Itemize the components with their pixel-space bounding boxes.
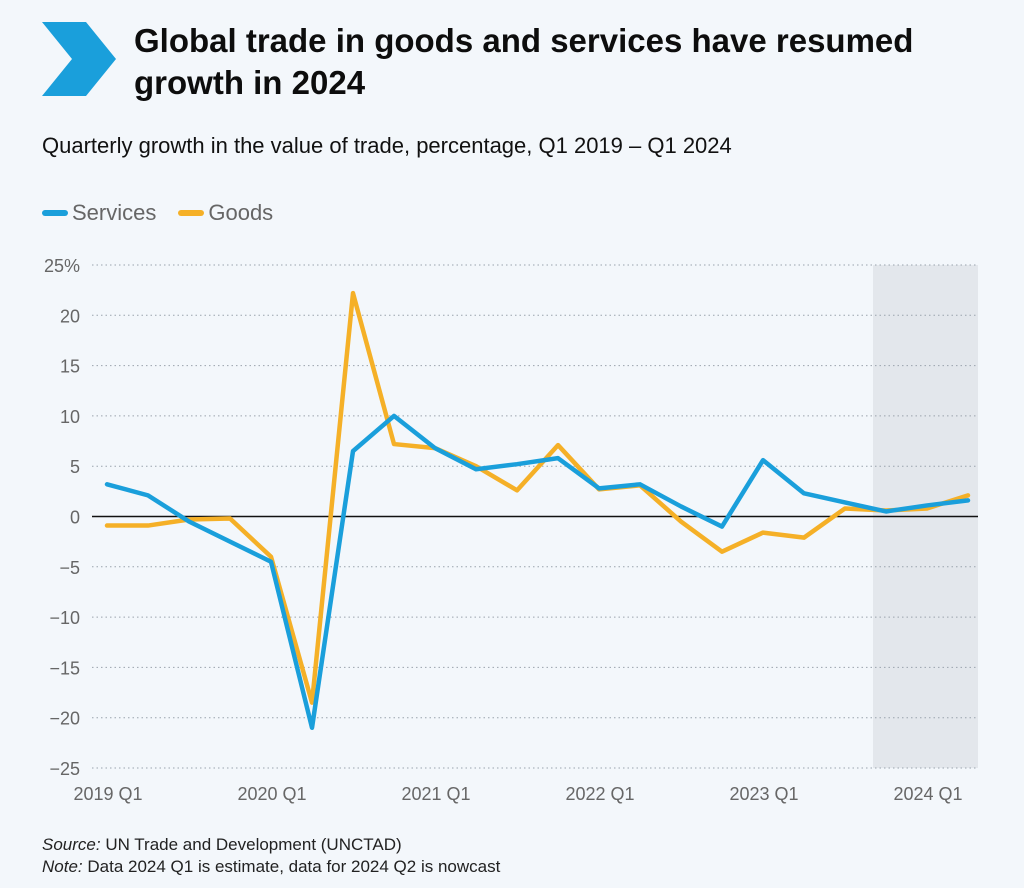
chart-footer: Source: UN Trade and Development (UNCTAD… (42, 834, 500, 878)
source-label: Source: (42, 835, 101, 854)
note-label: Note: (42, 857, 83, 876)
legend-item-goods: Goods (178, 200, 273, 226)
legend-label-services: Services (72, 200, 157, 225)
source-text: UN Trade and Development (UNCTAD) (105, 835, 402, 854)
source-line: Source: UN Trade and Development (UNCTAD… (42, 834, 500, 856)
note-text: Data 2024 Q1 is estimate, data for 2024 … (87, 857, 501, 876)
chart-subtitle: Quarterly growth in the value of trade, … (42, 133, 732, 158)
x-tick-label: 2021 Q1 (401, 784, 470, 804)
y-tick-label: −5 (59, 558, 80, 578)
y-tick-label: 20 (60, 306, 80, 326)
y-tick-label: −25 (49, 759, 80, 779)
legend-label-goods: Goods (208, 200, 274, 225)
chevron-right-icon (42, 22, 116, 96)
y-tick-label: 0 (70, 508, 80, 528)
x-tick-label: 2024 Q1 (893, 784, 962, 804)
y-tick-label: 15 (60, 357, 80, 377)
y-tick-label: 10 (60, 407, 80, 427)
y-tick-label: 5 (70, 457, 80, 477)
chart-legend: Services Goods (42, 200, 273, 226)
legend-swatch-goods (178, 210, 205, 216)
line-chart: 25% 20 15 10 5 0 −5 −10 −15 −20 −25 2019 Q1 2020 Q1 2… (44, 256, 978, 804)
note-line: Note: Data 2024 Q1 is estimate, data for… (42, 856, 500, 878)
legend-item-services: Services (42, 200, 156, 226)
x-tick-label: 2022 Q1 (565, 784, 634, 804)
y-tick-label: −10 (49, 608, 80, 628)
page-title: Global trade in goods and services have … (134, 22, 914, 101)
series-line-goods (104, 290, 971, 705)
y-tick-label: −20 (49, 709, 80, 729)
legend-swatch-services (42, 210, 68, 216)
x-tick-label: 2019 Q1 (73, 784, 142, 804)
series-line-services (104, 413, 971, 731)
y-tick-label: −15 (49, 658, 80, 678)
y-tick-label: 25% (44, 256, 80, 276)
x-tick-label: 2020 Q1 (237, 784, 306, 804)
x-tick-label: 2023 Q1 (729, 784, 798, 804)
